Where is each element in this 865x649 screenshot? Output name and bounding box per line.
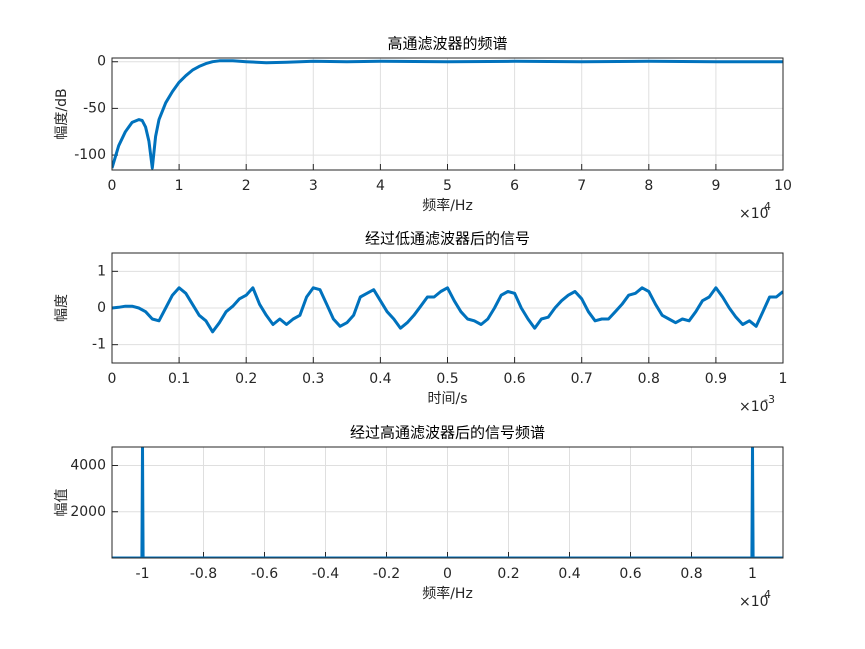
x-axis-label: 频率/Hz: [422, 197, 473, 214]
x-tick-label: -0.2: [373, 566, 400, 582]
x-tick-label: 4: [376, 178, 385, 194]
chart-title: 经过低通滤波器后的信号: [365, 230, 530, 248]
y-tick-label: 4000: [70, 458, 106, 474]
y-tick-label: -1: [92, 337, 106, 353]
axes-box: [111, 446, 784, 559]
x-tick-label: 0.1: [168, 371, 190, 387]
line: [112, 286, 783, 334]
x-multiplier-exponent: 4: [764, 200, 771, 213]
x-tick-label: 0.6: [503, 371, 525, 387]
x-tick-label: 0.4: [558, 566, 580, 582]
x-tick-label: 1: [748, 566, 757, 582]
x-multiplier-exponent: -3: [764, 393, 775, 406]
x-tick-label: 8: [644, 178, 653, 194]
x-tick-label: 0.7: [571, 371, 593, 387]
x-tick-label: 5: [443, 178, 452, 194]
x-tick-label: 0.6: [619, 566, 641, 582]
y-tick-label: 0: [97, 300, 106, 316]
x-tick-label: 0.2: [235, 371, 257, 387]
x-tick-label: 1: [175, 178, 184, 194]
y-tick-label: 2000: [70, 504, 106, 520]
x-multiplier: ×10: [739, 206, 769, 222]
x-tick-label: 3: [309, 178, 318, 194]
x-tick-label: 0: [108, 371, 117, 387]
x-tick-label: 0: [443, 566, 452, 582]
x-tick-label: 0.2: [497, 566, 519, 582]
x-multiplier-exponent: 4: [764, 588, 771, 601]
x-multiplier: ×10: [739, 594, 769, 610]
x-tick-label: -0.4: [312, 566, 339, 582]
y-tick-label: 0: [97, 54, 106, 70]
series-group: [112, 447, 783, 558]
x-tick-label: 2: [242, 178, 251, 194]
y-tick-label: -50: [83, 100, 106, 116]
x-tick-label: 0.5: [436, 371, 458, 387]
x-tick-label: 6: [510, 178, 519, 194]
y-tick-label: -100: [74, 147, 106, 163]
x-tick-label: 1: [779, 371, 788, 387]
chart-title: 高通滤波器的频谱: [387, 35, 507, 53]
x-tick-label: 0.4: [369, 371, 391, 387]
x-axis-label: 频率/Hz: [422, 585, 473, 602]
x-tick-label: 10: [774, 178, 792, 194]
line: [112, 447, 783, 558]
axes-box: [111, 57, 784, 171]
x-tick-label: -0.6: [251, 566, 278, 582]
x-tick-label: 0.8: [680, 566, 702, 582]
x-tick-label: -1: [136, 566, 150, 582]
axes-box: [111, 252, 784, 364]
y-axis-label: 幅度: [54, 294, 70, 322]
x-tick-label: 0.8: [638, 371, 660, 387]
x-tick-label: 9: [711, 178, 720, 194]
chart-title: 经过高通滤波器后的信号频谱: [350, 424, 545, 442]
x-tick-label: 0.9: [705, 371, 727, 387]
x-multiplier: ×10: [739, 399, 769, 415]
series-group: [112, 59, 783, 170]
series-group: [112, 286, 783, 334]
y-tick-label: 1: [97, 263, 106, 279]
x-tick-label: 0.3: [302, 371, 324, 387]
x-tick-label: 7: [577, 178, 586, 194]
y-axis-label: 幅度/dB: [54, 88, 70, 139]
y-axis-label: 幅值: [54, 489, 70, 517]
x-axis-label: 时间/s: [427, 391, 467, 407]
x-tick-label: 0: [108, 178, 117, 194]
line: [112, 59, 783, 170]
x-tick-label: -0.8: [190, 566, 217, 582]
